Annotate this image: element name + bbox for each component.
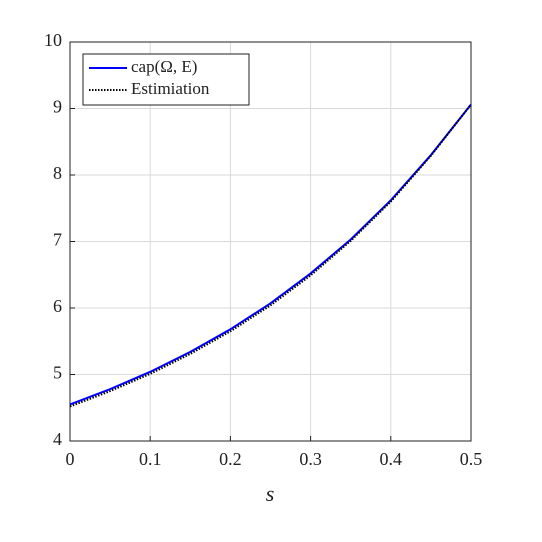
legend-label: Estimiation	[131, 79, 210, 98]
y-tick-label: 9	[53, 97, 62, 117]
x-tick-label: 0.4	[380, 449, 403, 469]
y-tick-label: 5	[53, 363, 62, 383]
x-tick-label: 0.2	[219, 449, 242, 469]
x-tick-label: 0.5	[460, 449, 483, 469]
y-tick-label: 7	[53, 230, 62, 250]
x-tick-label: 0	[66, 449, 75, 469]
y-tick-label: 8	[53, 163, 62, 183]
y-tick-label: 10	[44, 30, 62, 50]
y-tick-label: 4	[53, 429, 62, 449]
x-axis-label: s	[266, 481, 275, 506]
legend-box	[82, 53, 250, 106]
x-tick-label: 0.3	[299, 449, 322, 469]
series-line	[69, 103, 472, 408]
legend-label: cap(Ω, E)	[131, 57, 197, 76]
y-tick-label: 6	[53, 296, 62, 316]
x-tick-label: 0.1	[139, 449, 162, 469]
axes-box	[69, 41, 472, 442]
